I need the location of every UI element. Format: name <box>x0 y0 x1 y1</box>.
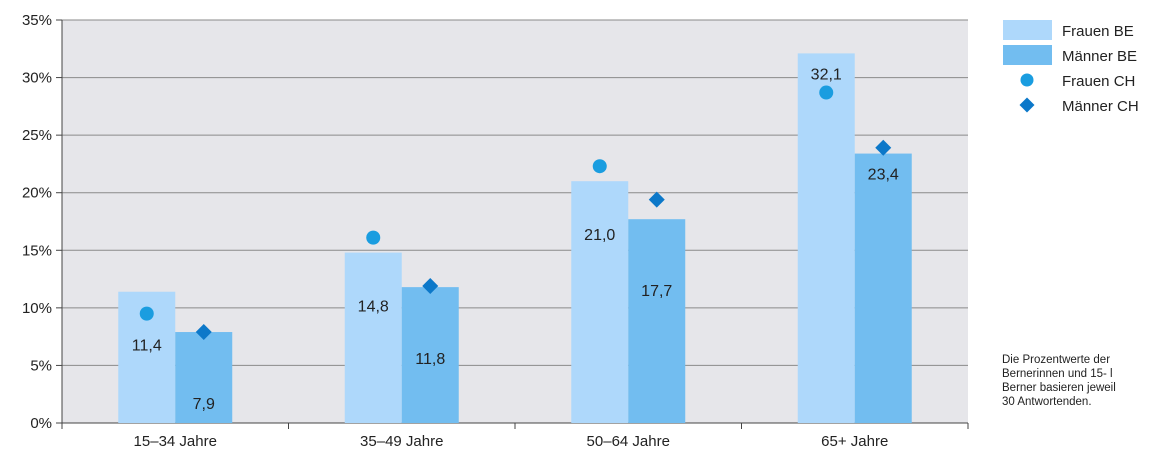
bar-value-label: 21,0 <box>584 227 615 244</box>
maenner-ch-marker <box>195 324 212 341</box>
x-tick-label: 65+ Jahre <box>821 433 888 450</box>
y-tick-label: 10% <box>22 300 52 317</box>
bar-value-label: 17,7 <box>641 283 672 300</box>
maenner-ch-marker <box>648 191 665 208</box>
maenner-ch-marker <box>875 139 892 156</box>
y-tick-label: 35% <box>22 12 52 29</box>
bar-value-label: 7,9 <box>193 396 215 413</box>
bar-value-label: 14,8 <box>358 299 389 316</box>
legend-swatch <box>1020 73 1034 87</box>
y-tick-label: 5% <box>30 357 52 374</box>
y-tick-label: 25% <box>22 127 52 144</box>
frauen-ch-marker <box>139 306 154 321</box>
legend-swatch <box>1019 97 1035 113</box>
legend-label: Männer BE <box>1062 48 1137 65</box>
x-tick-label: 15–34 Jahre <box>134 433 217 450</box>
y-tick-label: 15% <box>22 242 52 259</box>
bar <box>571 181 629 423</box>
y-tick-label: 20% <box>22 185 52 202</box>
bar <box>797 53 855 424</box>
footnote: Die Prozentwerte der Bernerinnen und 15-… <box>1002 354 1116 408</box>
bar <box>401 287 459 423</box>
bar <box>628 219 686 423</box>
bar-value-label: 11,8 <box>415 351 445 368</box>
bar <box>175 332 233 423</box>
frauen-ch-marker <box>366 230 381 245</box>
maenner-ch-marker <box>422 277 439 294</box>
frauen-ch-marker <box>819 85 834 100</box>
legend-swatch <box>1003 45 1052 65</box>
legend-label: Frauen BE <box>1062 23 1134 40</box>
legend-swatch <box>1003 20 1052 40</box>
legend-label: Männer CH <box>1062 98 1139 115</box>
x-tick-label: 50–64 Jahre <box>587 433 670 450</box>
y-tick-label: 0% <box>30 415 52 432</box>
legend-label: Frauen CH <box>1062 73 1135 90</box>
frauen-ch-marker <box>592 159 607 174</box>
bar-value-label: 23,4 <box>868 167 899 184</box>
y-tick-label: 30% <box>22 70 52 87</box>
bar <box>344 252 402 423</box>
bar-value-label: 32,1 <box>811 66 842 83</box>
bar-value-label: 11,4 <box>132 338 162 355</box>
bar <box>854 153 912 423</box>
x-tick-label: 35–49 Jahre <box>360 433 443 450</box>
